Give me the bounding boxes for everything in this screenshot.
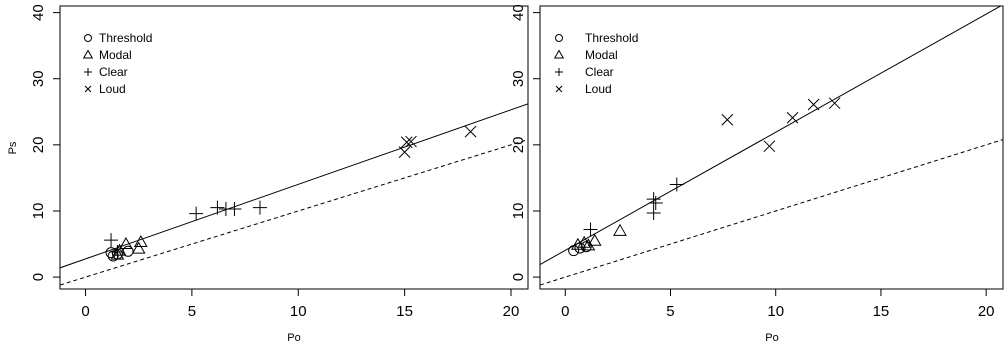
- right-plus-marker: [669, 177, 684, 192]
- left-scatter-panel: Po Ps Threshold Modal Clear Loud 0 5 10 15 2…: [7, 4, 529, 344]
- right-legend-modal-icon: [553, 49, 565, 59]
- right-legend-clear: Clear: [585, 65, 614, 79]
- right-x-axis-label: Po: [765, 332, 778, 344]
- left-x-tick-label: 5: [188, 303, 196, 320]
- right-x-tick-label: 0: [561, 303, 569, 320]
- right-y-tick-label: 20: [510, 137, 527, 154]
- left-x-tick-label: 0: [81, 303, 89, 320]
- left-identity-dashed-line: [60, 139, 528, 286]
- right-legend-loud-icon: [555, 85, 563, 93]
- left-x-tick-label: 10: [290, 303, 307, 320]
- right-circle-marker: [580, 241, 592, 253]
- right-x-tick-label: 15: [873, 303, 890, 320]
- right-legend-loud: Loud: [585, 82, 612, 96]
- right-legend-threshold: Threshold: [585, 31, 638, 45]
- left-x-tick-label: 20: [503, 303, 520, 320]
- left-legend-modal-icon: [82, 49, 94, 59]
- right-cross-marker: [763, 140, 776, 153]
- left-y-tick-label: 0: [30, 273, 47, 281]
- left-plus-marker: [104, 233, 119, 248]
- left-cross-marker: [398, 146, 411, 158]
- right-legend-modal: Modal: [585, 48, 618, 62]
- left-x-tick-label: 15: [396, 303, 413, 320]
- right-cross-marker: [721, 113, 734, 126]
- right-plus-marker: [646, 192, 661, 207]
- right-regression-line: [540, 6, 1002, 265]
- left-legend-clear: Clear: [99, 65, 128, 79]
- right-plus-marker: [648, 196, 663, 211]
- left-y-tick-label: 30: [30, 70, 47, 87]
- left-plus-marker: [210, 200, 225, 215]
- left-circle-marker: [105, 247, 117, 259]
- left-triangle-marker: [133, 235, 148, 248]
- left-y-axis-label: Ps: [7, 141, 19, 154]
- left-plus-marker: [252, 200, 267, 215]
- right-x-tick-label: 5: [666, 303, 674, 320]
- left-legend-clear-icon: [84, 68, 92, 76]
- left-cross-marker: [464, 125, 477, 138]
- left-triangle-marker: [131, 241, 146, 254]
- right-triangle-marker: [571, 237, 585, 250]
- left-legend-threshold: Threshold: [99, 31, 152, 45]
- right-triangle-marker: [581, 238, 596, 251]
- right-plot-frame: [539, 5, 1004, 290]
- left-plot-frame: [59, 5, 529, 290]
- right-y-tick-label: 30: [510, 70, 527, 87]
- right-y-tick-label: 0: [510, 273, 527, 281]
- right-legend: Threshold Modal Clear Loud: [553, 31, 638, 96]
- left-cross-marker: [405, 135, 417, 148]
- left-regression-line: [60, 103, 528, 269]
- left-plus-marker: [110, 244, 125, 259]
- left-legend: Threshold Modal Clear Loud: [82, 31, 152, 96]
- left-plus-marker: [189, 206, 204, 221]
- left-cross-marker: [400, 136, 413, 149]
- left-y-tick-label: 40: [30, 4, 47, 21]
- right-cross-marker: [828, 97, 841, 110]
- left-x-axis-label: Po: [287, 332, 300, 344]
- right-circle-marker: [568, 245, 580, 257]
- right-legend-clear-icon: [555, 68, 563, 76]
- right-scatter-panel: Po Threshold Modal Clear Loud 0 5 10 15 20 0 1…: [510, 4, 1004, 344]
- left-legend-loud-icon: [84, 85, 92, 93]
- right-identity-dashed-line: [540, 139, 1003, 286]
- left-y-tick-label: 10: [30, 203, 47, 220]
- left-y-tick-label: 20: [30, 137, 47, 154]
- left-legend-modal: Modal: [99, 48, 132, 62]
- left-legend-threshold-icon: [84, 34, 92, 42]
- right-cross-marker: [807, 98, 820, 111]
- right-triangle-marker: [613, 223, 627, 236]
- right-plus-marker: [646, 205, 661, 220]
- right-plus-marker: [583, 222, 598, 237]
- left-triangle-marker: [112, 243, 127, 256]
- left-plus-marker: [227, 201, 242, 216]
- right-y-tick-label: 10: [510, 203, 527, 220]
- right-x-tick-label: 10: [767, 303, 784, 320]
- right-legend-threshold-icon: [555, 34, 563, 42]
- left-triangle-marker: [119, 237, 133, 250]
- right-triangle-marker: [587, 233, 602, 246]
- right-cross-marker: [786, 111, 799, 124]
- left-legend-loud: Loud: [99, 82, 126, 96]
- right-x-tick-label: 20: [978, 303, 995, 320]
- right-y-tick-label: 40: [510, 4, 527, 21]
